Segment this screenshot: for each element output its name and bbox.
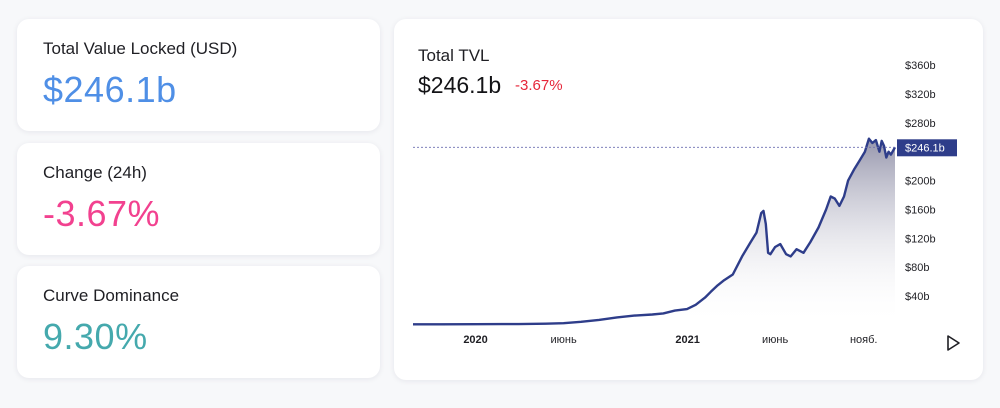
chart-headline-value: $246.1b — [418, 72, 502, 98]
dominance-value: 9.30% — [43, 316, 148, 357]
change-label: Change (24h) — [43, 163, 147, 182]
dominance-label: Curve Dominance — [43, 286, 180, 305]
play-icon — [947, 335, 960, 351]
tvl-value: $246.1b — [43, 69, 177, 110]
current-value-tag — [897, 139, 957, 157]
change-value: -3.67% — [43, 193, 161, 234]
x-tick-label: 2020 — [463, 334, 487, 346]
y-tick-label: $280b — [905, 118, 936, 130]
tvl-label: Total Value Locked (USD) — [43, 39, 238, 58]
tvl-line — [413, 137, 897, 326]
y-tick-label: $160b — [905, 204, 936, 216]
tvl-chart-card: $246.1b $40b $80b $120b $160b $200b $280b $320… — [394, 19, 983, 380]
y-tick-label: $40b — [905, 291, 929, 303]
x-tick-label: июнь — [551, 334, 577, 346]
tvl-area — [413, 138, 895, 325]
x-tick-label: нояб. — [850, 334, 878, 346]
x-tick-label: 2021 — [675, 334, 699, 346]
y-tick-label: $200b — [905, 176, 936, 188]
dominance-card: Curve Dominance 9.30% — [17, 266, 380, 378]
chart-headline-change: -3.67% — [515, 77, 563, 94]
change-card: Change (24h) -3.67% — [17, 143, 380, 255]
tvl-chart[interactable]: $246.1b $40b $80b $120b $160b $200b $280b $320… — [394, 19, 983, 380]
y-tick-label: $360b — [905, 60, 936, 72]
current-value-label: $246.1b — [905, 142, 945, 154]
y-tick-label: $80b — [905, 262, 929, 274]
chart-title: Total TVL — [418, 46, 490, 65]
y-tick-label: $120b — [905, 233, 936, 245]
x-tick-label: июнь — [762, 334, 788, 346]
y-tick-label: $320b — [905, 89, 936, 101]
play-button[interactable] — [945, 333, 963, 353]
tvl-card: Total Value Locked (USD) $246.1b — [17, 19, 380, 131]
